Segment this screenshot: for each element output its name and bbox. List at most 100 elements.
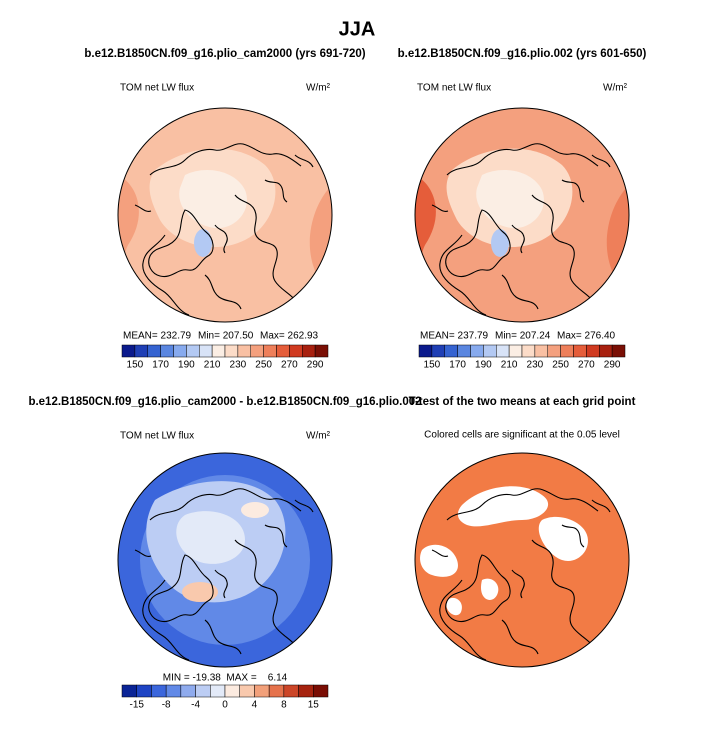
colorbar-swatch xyxy=(134,344,148,358)
colorbar-swatch xyxy=(313,684,329,698)
colorbar-swatch xyxy=(302,344,316,358)
coastline xyxy=(561,524,585,548)
colorbar-swatch xyxy=(224,684,240,698)
colorbar-swatch xyxy=(483,344,497,358)
colorbar-swatch xyxy=(210,684,226,698)
colorbar-swatch xyxy=(224,344,239,358)
coastline xyxy=(148,209,214,278)
colorbar-swatch xyxy=(431,344,445,358)
coastline xyxy=(439,234,487,316)
colorbar-swatch xyxy=(165,684,182,698)
coastline xyxy=(511,569,525,599)
colorbar-label: -8 xyxy=(162,700,171,711)
field-warm xyxy=(415,175,445,322)
units-label: W/m² xyxy=(603,83,628,94)
polar-map xyxy=(414,107,630,323)
field-cool xyxy=(194,229,212,257)
coastline xyxy=(148,554,214,623)
colorbar-swatch xyxy=(151,684,167,698)
stat-label: Max= 262.93 xyxy=(260,331,319,342)
colorbar-swatch xyxy=(180,684,196,698)
colorbar-swatch xyxy=(186,344,200,358)
colorbar-swatch xyxy=(195,684,211,698)
colorbar-label: 290 xyxy=(604,360,621,371)
colorbar-swatch xyxy=(457,344,471,358)
colorbar-label: 8 xyxy=(281,700,287,711)
colorbar-swatch xyxy=(508,344,523,358)
colorbar-label: 170 xyxy=(152,360,169,371)
coastline xyxy=(264,524,288,548)
colorbar-label: 150 xyxy=(127,360,144,371)
colorbar-swatch xyxy=(470,344,484,358)
coastline xyxy=(531,539,597,653)
coastline xyxy=(446,488,599,521)
coastline xyxy=(134,499,314,655)
stat-label: Min= 207.50 xyxy=(198,331,254,342)
coastline xyxy=(214,569,228,599)
colorbar-swatch xyxy=(121,684,137,698)
stat-label: MEAN= 237.79 xyxy=(420,331,489,342)
variable-label: TOM net LW flux xyxy=(417,83,491,94)
colorbar-label: 150 xyxy=(424,360,441,371)
coastline xyxy=(446,143,599,176)
coastline xyxy=(531,194,597,308)
map-fill xyxy=(415,453,629,667)
coastline xyxy=(431,154,611,310)
colorbar-swatch xyxy=(521,344,536,358)
map-border xyxy=(117,107,333,323)
colorbar-swatch xyxy=(547,344,561,358)
colorbar-label: 190 xyxy=(475,360,492,371)
stat-label: Min= 207.24 xyxy=(495,331,551,342)
colorbar-swatch xyxy=(586,344,600,358)
colorbar-label: 0 xyxy=(222,700,228,711)
stat-label: MEAN= 232.79 xyxy=(123,331,192,342)
colorbar-swatch xyxy=(121,344,136,358)
field-warm xyxy=(182,582,218,602)
colorbar-swatch xyxy=(211,344,226,358)
colorbar-label: 4 xyxy=(252,700,258,711)
coastline xyxy=(439,579,487,661)
colorbar-label: -4 xyxy=(191,700,200,711)
colorbar-swatch xyxy=(147,344,161,358)
coastline xyxy=(234,194,300,308)
colorbar-label: 170 xyxy=(449,360,466,371)
colorbar-swatch xyxy=(283,684,299,698)
units-label: W/m² xyxy=(306,431,331,442)
colorbar-swatch xyxy=(173,344,187,358)
map-border xyxy=(117,452,333,668)
coastline xyxy=(445,554,511,623)
field-pale xyxy=(476,170,544,229)
colorbar-label: 210 xyxy=(501,360,518,371)
colorbar-label: 250 xyxy=(255,360,272,371)
insignificant-area xyxy=(420,544,458,577)
map-border xyxy=(414,107,630,323)
coastline xyxy=(149,488,302,521)
polar-map xyxy=(117,452,333,668)
colorbar-swatch xyxy=(250,344,264,358)
colorbar-swatch xyxy=(276,344,290,358)
colorbar-label: 250 xyxy=(552,360,569,371)
colorbar-swatch xyxy=(314,344,329,358)
panel-title: T-test of the two means at each grid poi… xyxy=(409,396,636,408)
colorbar-label: 230 xyxy=(230,360,247,371)
insignificant-area xyxy=(538,516,588,561)
coastline xyxy=(264,179,288,203)
colorbar-swatch xyxy=(239,684,255,698)
variable-label: TOM net LW flux xyxy=(120,431,194,442)
significance-note: Colored cells are significant at the 0.0… xyxy=(424,430,620,441)
colorbar-swatch xyxy=(560,344,574,358)
insignificant-area xyxy=(480,578,499,600)
colorbar-swatch xyxy=(534,344,548,358)
colorbar-swatch xyxy=(263,344,277,358)
stat-label: MIN = -19.38 MAX = 6.14 xyxy=(163,673,288,684)
colorbar-swatch xyxy=(573,344,587,358)
coastline xyxy=(445,209,511,278)
colorbar-swatch xyxy=(611,344,626,358)
map-border xyxy=(414,452,630,668)
colorbar-swatch xyxy=(496,344,510,358)
colorbar-swatch xyxy=(444,344,458,358)
figure-title: JJA xyxy=(339,18,376,40)
colorbar-label: 290 xyxy=(307,360,324,371)
panel-title: b.e12.B1850CN.f09_g16.plio_cam2000 (yrs … xyxy=(84,48,365,60)
